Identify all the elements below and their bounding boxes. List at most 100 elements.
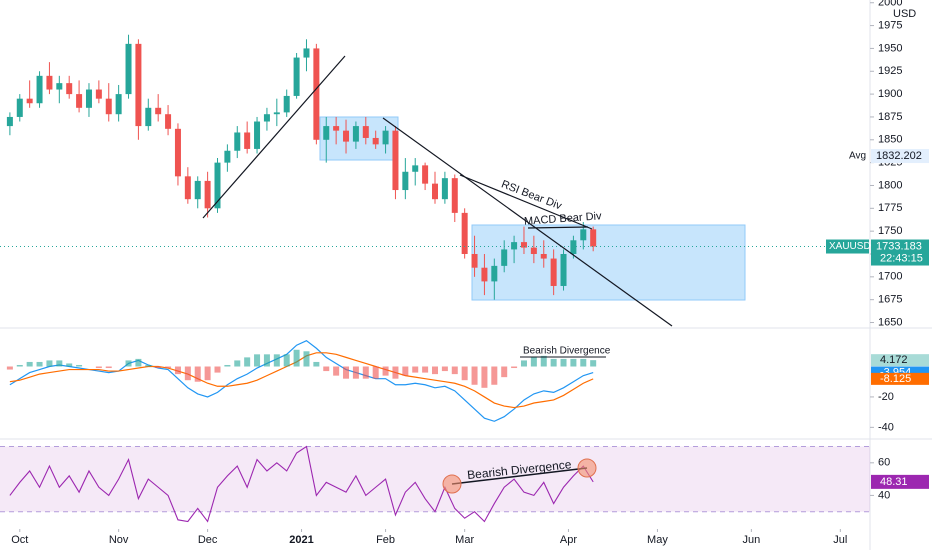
y-tick-label: 1700 [878, 271, 902, 283]
candle-body [323, 126, 330, 140]
countdown: 22:43:15 [880, 252, 923, 264]
y-tick-label: 60 [878, 457, 890, 469]
histogram-bar [105, 366, 112, 369]
candle-body [471, 253, 478, 268]
range-box [471, 224, 746, 301]
candle-body [352, 126, 359, 142]
histogram-bar [550, 358, 557, 367]
histogram-bar [481, 366, 488, 388]
histogram-bar [165, 366, 172, 369]
value-label: -8.125 [880, 373, 911, 385]
divergence-point [577, 458, 597, 478]
histogram-bar [145, 364, 152, 367]
histogram-bar [16, 364, 23, 367]
trend-line [382, 117, 673, 327]
y-tick-label: 1975 [878, 19, 902, 31]
band-fill [0, 446, 870, 512]
histogram-bar [254, 354, 261, 367]
x-tick-label: Dec [198, 534, 218, 546]
candle-body [372, 137, 379, 145]
candle-body [135, 43, 142, 127]
histogram-bar [402, 366, 409, 376]
histogram-bar [590, 360, 597, 367]
histogram-bar [471, 366, 478, 385]
histogram-bar [273, 354, 280, 367]
histogram-bar [46, 360, 53, 367]
candle-body [313, 48, 320, 140]
histogram-bar [194, 366, 201, 382]
y-tick-label: 1775 [878, 202, 902, 214]
candle-body [432, 183, 438, 200]
histogram-bar [451, 366, 458, 375]
candle-body [550, 258, 557, 286]
histogram-bar [303, 351, 310, 367]
histogram-bar [352, 366, 359, 379]
candle-body [234, 132, 241, 151]
candle-body [85, 89, 92, 108]
histogram-bar [560, 358, 567, 367]
histogram-bar [6, 366, 13, 370]
candle-body [194, 180, 201, 200]
candle-body [303, 48, 310, 58]
candle-body [214, 162, 221, 209]
histogram-bar [412, 366, 419, 373]
candle-body [461, 212, 468, 254]
candle-body [491, 265, 498, 282]
candle-body [382, 130, 389, 145]
histogram-bar [214, 366, 221, 373]
y-tick-label: 2000 [878, 0, 902, 9]
histogram-bar [461, 366, 468, 381]
histogram-bar [234, 360, 241, 367]
candle-body [16, 98, 23, 117]
candle-body [560, 253, 567, 286]
histogram-bar [174, 366, 181, 375]
candle-body [204, 180, 211, 209]
histogram-bar [184, 366, 191, 381]
candle-body [580, 229, 587, 241]
histogram-bar [56, 360, 63, 367]
histogram-bar [333, 366, 340, 376]
candle-body [520, 242, 527, 248]
currency-label: USD [893, 8, 916, 20]
histogram-bar [392, 366, 399, 379]
y-tick-label: 1800 [878, 179, 902, 191]
value-box [871, 474, 929, 489]
x-tick-label: Feb [376, 534, 395, 546]
divergence-point [442, 474, 462, 494]
macd-line [9, 352, 594, 409]
value-box [871, 372, 929, 385]
value-box [871, 354, 929, 367]
y-tick-label: -20 [878, 391, 894, 403]
symbol-label: XAUUSD [829, 241, 871, 252]
y-tick-label: 1875 [878, 111, 902, 123]
candle-body [451, 178, 458, 213]
candle-body [283, 95, 290, 113]
candle-body [184, 176, 191, 200]
avg-box [871, 149, 929, 164]
annotation: Bearish Divergence [523, 346, 611, 357]
histogram-bar [511, 366, 518, 369]
histogram-bar [362, 366, 369, 379]
histogram-bar [382, 366, 389, 376]
candle-body [26, 98, 33, 104]
candle-body [145, 107, 152, 127]
x-tick-label: Oct [11, 534, 28, 546]
macd-line [9, 339, 594, 422]
symbol-box [826, 239, 869, 254]
candle-body [36, 75, 43, 104]
candle-body [422, 165, 429, 184]
histogram-bar [323, 366, 330, 372]
candle-body [105, 98, 112, 115]
histogram-bar [422, 366, 429, 373]
x-tick-label: Jul [833, 534, 847, 546]
y-tick-label: 1650 [878, 316, 902, 328]
histogram-bar [432, 366, 438, 375]
histogram-bar [95, 366, 102, 369]
y-tick-label: 1925 [878, 65, 902, 77]
x-tick-label: Jun [742, 534, 760, 546]
candle-body [540, 253, 547, 259]
candle-body [293, 57, 300, 96]
candle-body [76, 94, 83, 108]
candle-body [95, 89, 102, 99]
